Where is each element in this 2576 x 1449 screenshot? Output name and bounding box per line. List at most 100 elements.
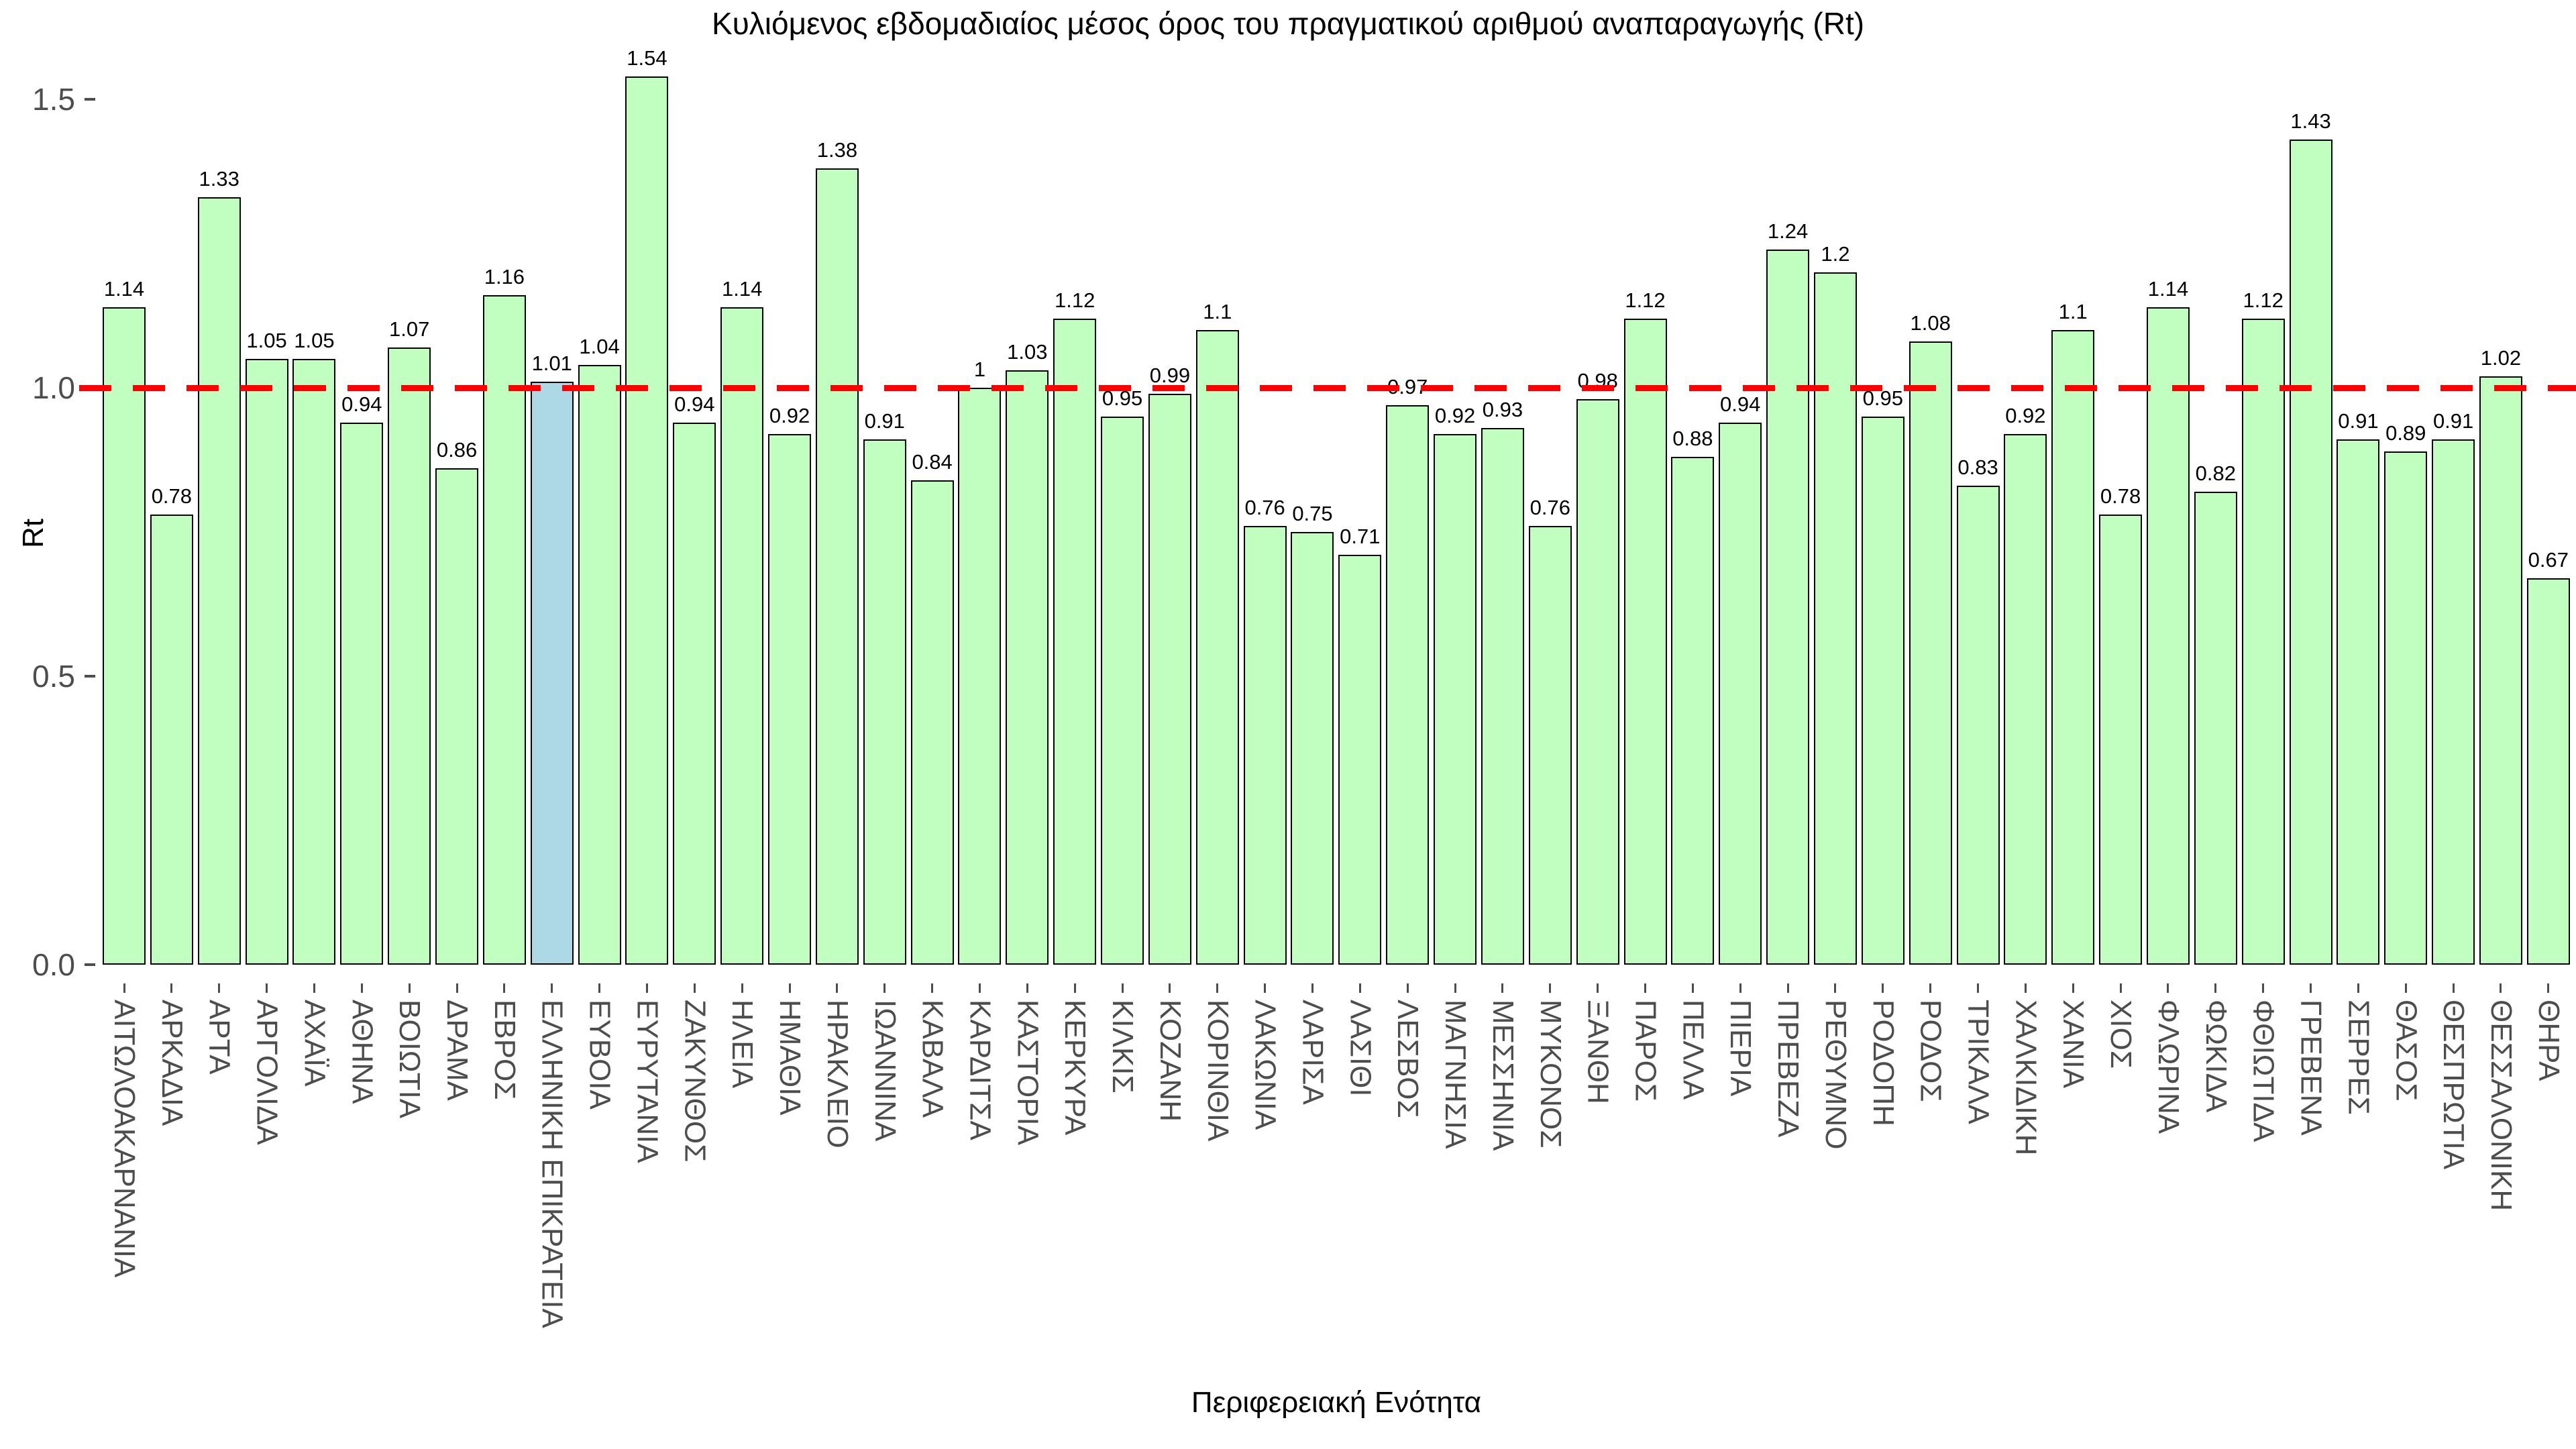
x-tick-mark bbox=[2214, 983, 2217, 993]
x-category-label: ΒΟΙΩΤΙΑ bbox=[393, 1000, 427, 1119]
x-category-label: ΘΕΣΣΑΛΟΝΙΚΗ bbox=[2484, 1000, 2518, 1212]
x-axis: ΑΙΤΩΛΟΑΚΑΡΝΑΝΙΑ ΑΡΚΑΔΙΑ ΑΡΤΑ ΑΡΓΟΛΙΔΑ ΑΧΑΪΑ Α… bbox=[101, 983, 2572, 1386]
bar-value-label: 0.71 bbox=[1340, 525, 1381, 549]
x-category-label: ΤΡΙΚΑΛΑ bbox=[1962, 1000, 1995, 1124]
x-category-label: ΛΕΣΒΟΣ bbox=[1391, 1000, 1425, 1118]
x-category-slot: ΙΩΑΝΝΙΝΑ bbox=[861, 983, 908, 1386]
bar bbox=[1006, 370, 1049, 965]
bar-slot: 1.33 bbox=[196, 75, 243, 965]
x-category-label: ΠΙΕΡΙΑ bbox=[1724, 1000, 1758, 1097]
bar-slot: 1.02 bbox=[2477, 75, 2524, 965]
x-category-slot: ΚΟΖΑΝΗ bbox=[1146, 983, 1193, 1386]
x-category-slot: ΔΡΑΜΑ bbox=[433, 983, 480, 1386]
bar-value-label: 1.07 bbox=[388, 317, 430, 341]
bar-slot: 0.94 bbox=[1717, 75, 1764, 965]
x-tick-mark bbox=[313, 983, 315, 993]
bar bbox=[2479, 376, 2522, 965]
x-tick-mark bbox=[931, 983, 934, 993]
y-axis-title: Rt bbox=[17, 519, 50, 548]
x-category-slot: ΧΙΟΣ bbox=[2097, 983, 2144, 1386]
x-tick-mark bbox=[2167, 983, 2169, 993]
bar bbox=[1671, 457, 1715, 965]
x-category-label: ΚΑΡΔΙΤΣΑ bbox=[963, 1000, 997, 1140]
x-category-label: ΧΑΝΙΑ bbox=[2057, 1000, 2090, 1089]
x-category-label: ΠΑΡΟΣ bbox=[1629, 1000, 1662, 1102]
bar-slot: 0.71 bbox=[1336, 75, 1383, 965]
x-tick-mark bbox=[1691, 983, 1694, 993]
x-category-label: ΜΑΓΝΗΣΙΑ bbox=[1439, 1000, 1472, 1149]
y-tick-mark bbox=[85, 675, 95, 678]
bar-slot: 0.95 bbox=[1099, 75, 1146, 965]
bar bbox=[1195, 330, 1239, 965]
x-tick-mark bbox=[1216, 983, 1219, 993]
x-category-label: ΙΩΑΝΝΙΝΑ bbox=[868, 1000, 902, 1142]
x-category-label: ΚΟΡΙΝΘΙΑ bbox=[1201, 1000, 1234, 1142]
x-category-slot: ΛΑΚΩΝΙΑ bbox=[1242, 983, 1289, 1386]
bar-slot: 1.12 bbox=[1622, 75, 1669, 965]
bar-value-label: 1.08 bbox=[1910, 311, 1951, 335]
bar-slot: 1.12 bbox=[2240, 75, 2287, 965]
x-tick-mark bbox=[1882, 983, 1884, 993]
x-tick-mark bbox=[883, 983, 886, 993]
bar bbox=[578, 364, 621, 965]
x-category-label: ΚΟΖΑΝΗ bbox=[1153, 1000, 1187, 1122]
x-category-slot: ΕΒΡΟΣ bbox=[481, 983, 528, 1386]
x-category-slot: ΓΡΕΒΕΝΑ bbox=[2288, 983, 2334, 1386]
x-category-label: ΑΡΓΟΛΙΔΑ bbox=[250, 1000, 284, 1145]
x-tick-mark bbox=[836, 983, 839, 993]
bar-slot: 1.04 bbox=[576, 75, 623, 965]
bar bbox=[292, 359, 336, 965]
bar-slot: 1.43 bbox=[2288, 75, 2334, 965]
bar-value-label: 0.75 bbox=[1292, 502, 1333, 525]
bar bbox=[1909, 341, 1952, 965]
x-category-slot: ΘΕΣΠΡΩΤΙΑ bbox=[2430, 983, 2477, 1386]
x-tick-mark bbox=[1454, 983, 1456, 993]
bar-value-label: 0.78 bbox=[2100, 484, 2141, 508]
x-category-slot: ΚΑΒΑΛΑ bbox=[909, 983, 956, 1386]
x-category-label: ΣΕΡΡΕΣ bbox=[2342, 1000, 2375, 1115]
bar-slot: 1.05 bbox=[290, 75, 337, 965]
x-category-slot: ΚΕΡΚΥΡΑ bbox=[1051, 983, 1098, 1386]
x-tick-mark bbox=[1311, 983, 1313, 993]
bar-slot: 1.54 bbox=[623, 48, 670, 965]
bar-value-label: 1 bbox=[973, 358, 986, 381]
x-category-slot: ΚΑΣΤΟΡΙΑ bbox=[1004, 983, 1051, 1386]
x-category-label: ΚΑΒΑΛΑ bbox=[916, 1000, 949, 1118]
bar-value-label: 0.76 bbox=[1244, 496, 1285, 520]
bar-slot: 1.01 bbox=[529, 75, 576, 965]
y-tick-label: 1.5 bbox=[32, 82, 75, 117]
x-tick-mark bbox=[2452, 983, 2455, 993]
bar-slot: 0.75 bbox=[1289, 75, 1336, 965]
bar-value-label: 1.1 bbox=[2058, 300, 2088, 323]
bar-slot: 0.89 bbox=[2382, 75, 2429, 965]
x-category-label: ΘΗΡΑ bbox=[2532, 1000, 2565, 1081]
x-category-slot: ΗΜΑΘΙΑ bbox=[766, 983, 813, 1386]
x-category-slot: ΗΡΑΚΛΕΙΟ bbox=[814, 983, 861, 1386]
bar-value-label: 0.67 bbox=[2528, 547, 2569, 572]
y-tick-label: 0.5 bbox=[32, 659, 75, 694]
bar-value-label: 1.43 bbox=[2290, 109, 2331, 133]
x-category-slot: ΕΥΒΟΙΑ bbox=[576, 983, 623, 1386]
x-tick-mark bbox=[2024, 983, 2027, 993]
x-category-label: ΕΛΛΗΝΙΚΗ ΕΠΙΚΡΑΤΕΙΑ bbox=[535, 1000, 569, 1328]
bar-value-label: 1.33 bbox=[199, 167, 239, 191]
bar bbox=[1148, 393, 1191, 965]
bar bbox=[1338, 555, 1382, 965]
x-category-label: ΗΡΑΚΛΕΙΟ bbox=[820, 1000, 854, 1148]
bar-slot: 0.76 bbox=[1527, 75, 1574, 965]
bar bbox=[2051, 330, 2095, 965]
bar-value-label: 0.94 bbox=[674, 392, 715, 416]
bar-value-label: 0.91 bbox=[2432, 409, 2474, 433]
y-tick-mark bbox=[85, 98, 95, 101]
bar-slot: 1.16 bbox=[481, 75, 528, 965]
x-category-slot: ΕΛΛΗΝΙΚΗ ΕΠΙΚΡΑΤΕΙΑ bbox=[529, 983, 576, 1386]
x-tick-mark bbox=[741, 983, 743, 993]
x-tick-mark bbox=[1501, 983, 1504, 993]
x-category-label: ΡΕΘΥΜΝΟ bbox=[1819, 1000, 1852, 1150]
bar bbox=[863, 439, 906, 965]
x-category-slot: ΑΘΗΝΑ bbox=[338, 983, 385, 1386]
bar-slot: 1.14 bbox=[101, 75, 148, 965]
bar-value-label: 1.14 bbox=[2147, 276, 2189, 301]
bar-slot: 0.94 bbox=[671, 75, 718, 965]
bar-slot: 1.24 bbox=[1764, 75, 1811, 965]
